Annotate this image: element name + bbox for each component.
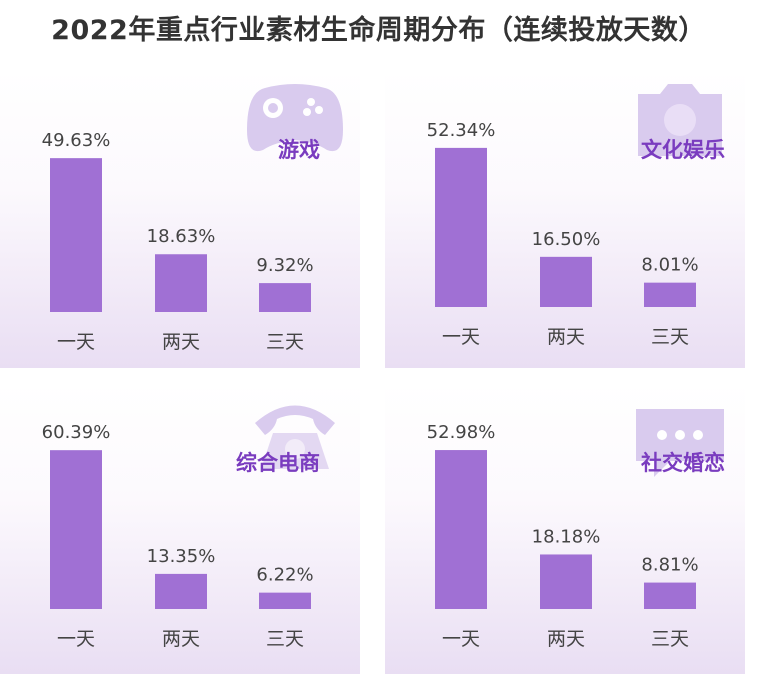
bar [155, 254, 207, 312]
category-label: 游戏 [278, 138, 320, 162]
x-tick-label: 一天 [57, 331, 95, 353]
data-label: 60.39% [42, 422, 111, 443]
x-tick-label: 三天 [651, 326, 689, 348]
panel-social: 52.98% 一天 18.18% 两天 8.81% 三天 社交婚恋 [385, 383, 745, 674]
bar-chart: 52.98% 一天 18.18% 两天 8.81% 三天 [427, 422, 699, 650]
panel-entertainment: 52.34% 一天 16.50% 两天 8.01% 三天 文化娱乐 [385, 70, 745, 368]
x-tick-label: 两天 [547, 628, 585, 650]
x-tick-label: 三天 [266, 331, 304, 353]
bar-chart: 52.34% 一天 16.50% 两天 8.01% 三天 [427, 120, 699, 348]
bar [644, 582, 696, 609]
category-label: 社交婚恋 [641, 451, 725, 475]
x-tick-label: 三天 [651, 628, 689, 650]
data-label: 9.32% [256, 255, 313, 276]
chart-title: 2022年重点行业素材生命周期分布（连续投放天数） [51, 15, 706, 46]
category-label: 文化娱乐 [641, 138, 725, 162]
bar [644, 282, 696, 307]
data-label: 49.63% [42, 130, 111, 151]
bar [540, 554, 592, 609]
bar-chart: 49.63% 一天 18.63% 两天 9.32% 三天 [42, 130, 314, 353]
data-label: 8.81% [641, 555, 698, 576]
bar [155, 573, 207, 609]
bar [50, 450, 102, 609]
x-tick-label: 一天 [57, 628, 95, 650]
data-label: 18.18% [532, 526, 601, 547]
x-tick-label: 一天 [442, 326, 480, 348]
data-label: 13.35% [147, 546, 216, 567]
data-label: 18.63% [147, 226, 216, 247]
data-label: 52.98% [427, 422, 496, 443]
bar [259, 283, 311, 312]
bar [259, 592, 311, 609]
panel-ecommerce: 60.39% 一天 13.35% 两天 6.22% 三天 综合电商 [0, 383, 360, 674]
category-label: 综合电商 [236, 451, 320, 475]
x-tick-label: 两天 [162, 628, 200, 650]
data-label: 52.34% [427, 120, 496, 141]
bar [435, 450, 487, 609]
bar [50, 158, 102, 312]
data-label: 8.01% [641, 255, 698, 276]
bar [540, 256, 592, 307]
panel-gaming: 49.63% 一天 18.63% 两天 9.32% 三天 游戏 [0, 70, 360, 368]
x-tick-label: 三天 [266, 628, 304, 650]
bar [435, 147, 487, 307]
data-label: 6.22% [256, 565, 313, 586]
x-tick-label: 两天 [547, 326, 585, 348]
x-tick-label: 两天 [162, 331, 200, 353]
data-label: 16.50% [532, 229, 601, 250]
bar-chart: 60.39% 一天 13.35% 两天 6.22% 三天 [42, 422, 314, 650]
x-tick-label: 一天 [442, 628, 480, 650]
